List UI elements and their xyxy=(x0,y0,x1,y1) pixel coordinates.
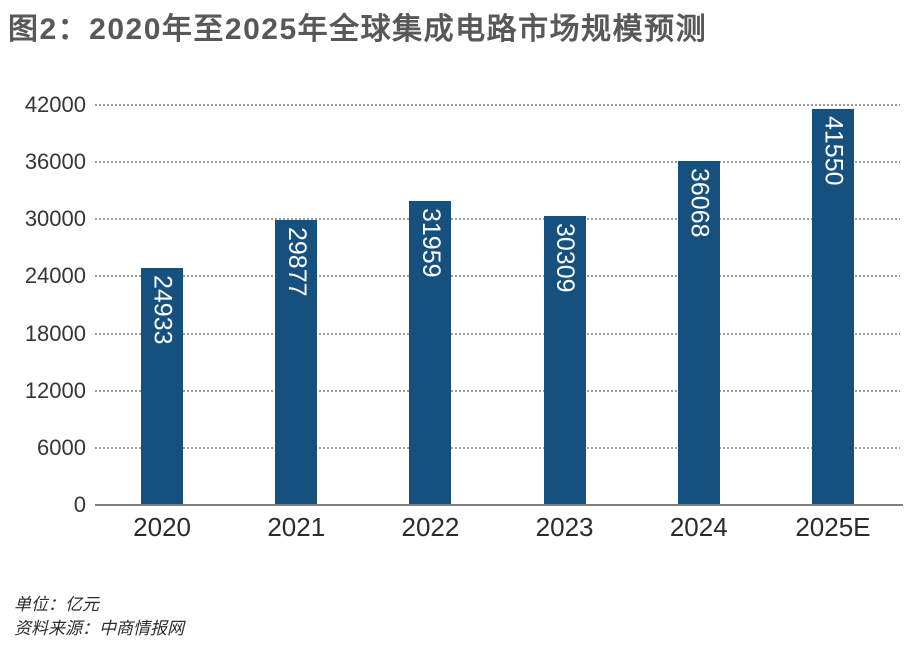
gridline xyxy=(95,161,900,164)
bar-2020: 24933 xyxy=(141,268,184,505)
x-tick-label-2020: 2020 xyxy=(133,512,191,542)
bar-value-label: 29877 xyxy=(282,227,311,297)
gridline xyxy=(95,218,900,221)
y-tick-label: 42000 xyxy=(24,92,86,117)
y-tick-label: 30000 xyxy=(24,206,86,232)
bar-value-label: 41550 xyxy=(819,116,848,186)
bar-value-label: 36068 xyxy=(685,168,714,238)
x-tick-label-2025E: 2025E xyxy=(795,512,871,542)
bar-2025E: 41550 xyxy=(811,109,854,505)
bar-value-label: 24933 xyxy=(148,275,177,345)
x-tick-label-2024: 2024 xyxy=(669,512,728,542)
y-tick-label: 36000 xyxy=(24,149,86,175)
y-tick-label: 12000 xyxy=(24,377,86,403)
plot-area: 24933 29877 31959 30309 36068 41550 xyxy=(95,104,900,505)
source-label: 资料来源：中商情报网 xyxy=(14,619,184,638)
gridline xyxy=(95,389,900,392)
y-tick-label: 18000 xyxy=(24,320,86,346)
x-tick-label-2021: 2021 xyxy=(267,512,326,542)
bar-2024: 36068 xyxy=(677,161,720,505)
bar-value-label: 31959 xyxy=(416,208,445,278)
gridline xyxy=(95,275,900,278)
unit-label: 单位：亿元 xyxy=(14,595,99,614)
chart-title: 图2：2020年至2025年全球集成电路市场规模预测 xyxy=(8,13,708,46)
gridline xyxy=(95,104,900,106)
bar-2021: 29877 xyxy=(275,220,318,505)
gridline xyxy=(95,446,900,449)
bar-value-label: 30309 xyxy=(551,223,580,293)
y-tick-label: 24000 xyxy=(24,263,86,289)
x-tick-label-2023: 2023 xyxy=(535,512,594,542)
x-tick-label-2022: 2022 xyxy=(401,512,460,542)
bar-2022: 31959 xyxy=(409,201,452,505)
gridline xyxy=(95,332,900,335)
y-tick-label: 0 xyxy=(73,492,86,517)
bar-2023: 30309 xyxy=(543,216,586,505)
y-tick-label: 6000 xyxy=(37,434,86,460)
x-axis-line xyxy=(95,504,903,506)
